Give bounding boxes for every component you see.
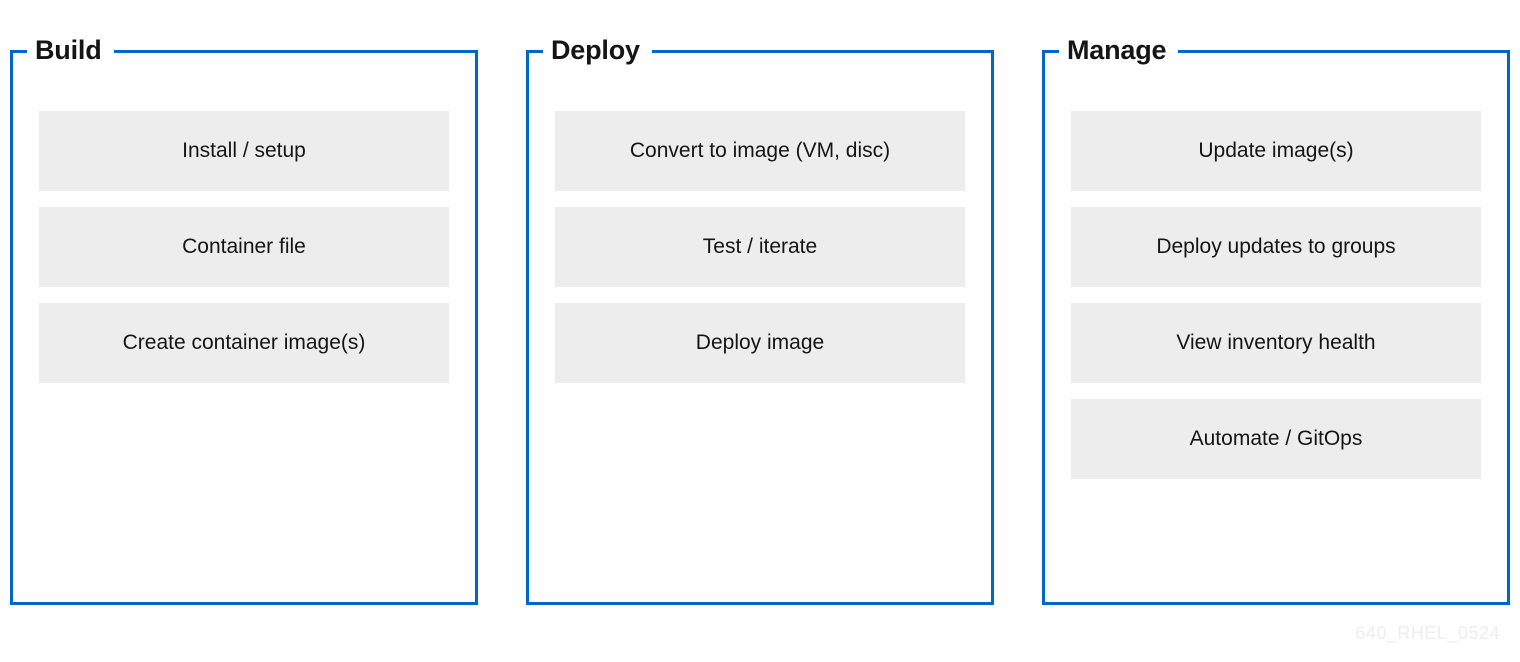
- item-test-iterate: Test / iterate: [555, 207, 965, 287]
- panel-build: Build Install / setup Container file Cre…: [10, 50, 478, 605]
- item-update-images: Update image(s): [1071, 111, 1481, 191]
- item-container-file: Container file: [39, 207, 449, 287]
- panel-manage: Manage Update image(s) Deploy updates to…: [1042, 50, 1510, 605]
- item-convert-to-image: Convert to image (VM, disc): [555, 111, 965, 191]
- panel-deploy-items: Convert to image (VM, disc) Test / itera…: [555, 111, 965, 383]
- item-view-inventory-health: View inventory health: [1071, 303, 1481, 383]
- item-deploy-image: Deploy image: [555, 303, 965, 383]
- panel-manage-items: Update image(s) Deploy updates to groups…: [1071, 111, 1481, 479]
- item-install-setup: Install / setup: [39, 111, 449, 191]
- diagram-columns: Build Install / setup Container file Cre…: [10, 50, 1510, 605]
- item-automate-gitops: Automate / GitOps: [1071, 399, 1481, 479]
- panel-build-items: Install / setup Container file Create co…: [39, 111, 449, 383]
- item-deploy-updates-groups: Deploy updates to groups: [1071, 207, 1481, 287]
- panel-title-deploy: Deploy: [543, 35, 652, 66]
- watermark-label: 640_RHEL_0524: [1355, 623, 1500, 644]
- panel-title-manage: Manage: [1059, 35, 1178, 66]
- panel-deploy: Deploy Convert to image (VM, disc) Test …: [526, 50, 994, 605]
- panel-title-build: Build: [27, 35, 114, 66]
- item-create-container-images: Create container image(s): [39, 303, 449, 383]
